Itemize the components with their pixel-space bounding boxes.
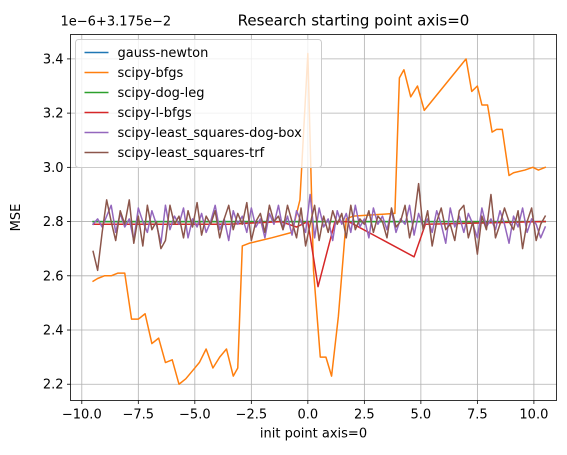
y-tick-label: 3.0 bbox=[43, 161, 64, 176]
y-tick-label: 2.2 bbox=[43, 378, 64, 393]
y-tick-label: 3.2 bbox=[43, 107, 64, 122]
chart-title: Research starting point axis=0 bbox=[238, 12, 470, 30]
x-tick-label: −10.0 bbox=[62, 408, 102, 423]
x-tick-label: 5.0 bbox=[411, 408, 432, 423]
legend: gauss-newton scipy-bfgs scipy-dog-leg scipy… bbox=[75, 39, 322, 168]
axis-ticks: −10.0 −7.5 −5.0 −2.5 0.0 2.5 5.0 7.5 10.0 2.2 2.4 2… bbox=[43, 52, 549, 422]
plot-frame bbox=[70, 34, 557, 401]
x-tick-label: −2.5 bbox=[236, 408, 268, 423]
series-line-scipy-l-bfgs bbox=[92, 220, 546, 288]
legend-label: scipy-least_squares-dog-box bbox=[118, 126, 303, 141]
legend-label: scipy-bfgs bbox=[118, 66, 184, 81]
legend-label: gauss-newton bbox=[118, 46, 209, 61]
x-tick-label: 2.5 bbox=[354, 408, 375, 423]
x-axis-label: init point axis=0 bbox=[260, 427, 367, 442]
y-tick-label: 3.4 bbox=[43, 52, 64, 67]
legend-box bbox=[75, 39, 322, 168]
legend-label: scipy-least_squares-trf bbox=[118, 146, 265, 161]
series-line-scipy-least_squares-trf bbox=[92, 182, 547, 272]
y-tick-label: 2.4 bbox=[43, 324, 64, 339]
y-tick-label: 2.8 bbox=[43, 215, 64, 230]
x-tick-label: −5.0 bbox=[179, 408, 211, 423]
x-tick-label: −7.5 bbox=[123, 408, 155, 423]
y-offset-label: 1e−6+3.175e−2 bbox=[61, 15, 172, 30]
legend-label: scipy-l-bfgs bbox=[118, 106, 192, 121]
legend-items: gauss-newton scipy-bfgs scipy-dog-leg scipy… bbox=[84, 46, 303, 161]
legend-label: scipy-dog-leg bbox=[118, 86, 205, 101]
series-lines bbox=[92, 52, 547, 385]
y-tick-label: 2.6 bbox=[43, 269, 64, 284]
x-tick-label: 0.0 bbox=[298, 408, 319, 423]
x-tick-label: 10.0 bbox=[519, 408, 548, 423]
y-axis-label: MSE bbox=[9, 204, 24, 232]
x-tick-label: 7.5 bbox=[467, 408, 488, 423]
